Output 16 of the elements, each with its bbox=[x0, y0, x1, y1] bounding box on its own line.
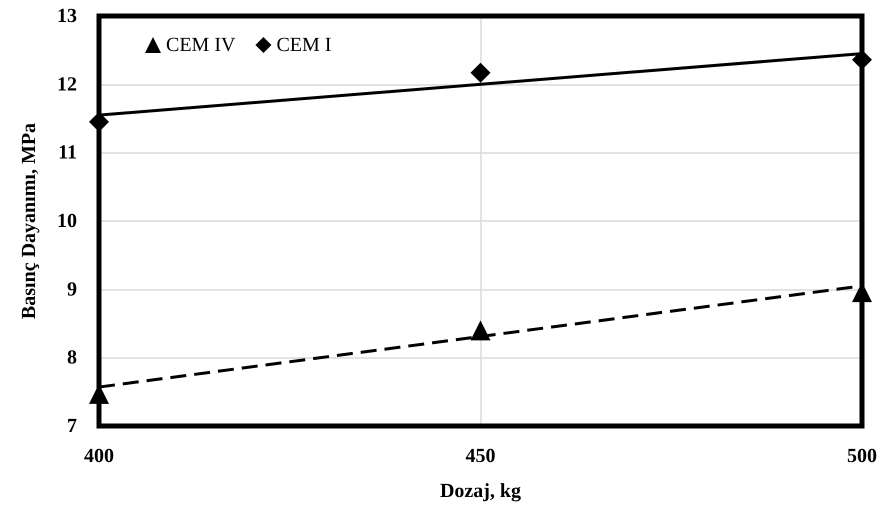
y-tick-label: 12 bbox=[57, 73, 77, 96]
y-tick-label: 10 bbox=[57, 210, 77, 232]
y-tick-label: 13 bbox=[57, 5, 77, 27]
x-tick-label: 500 bbox=[847, 445, 877, 467]
y-axis-title: Basınç Dayanımı, MPa bbox=[18, 122, 40, 320]
y-tick-label: 11 bbox=[58, 142, 77, 164]
x-axis-title: Dozaj, kg bbox=[440, 480, 522, 502]
legend-label: CEM IV bbox=[166, 34, 236, 56]
point bbox=[470, 62, 490, 83]
legend-label: CEM I bbox=[276, 34, 332, 56]
x-tick-label: 400 bbox=[84, 445, 114, 467]
y-tick-label: 7 bbox=[67, 415, 77, 437]
y-tick-label: 9 bbox=[67, 278, 77, 300]
point bbox=[470, 320, 490, 340]
x-tick-label: 450 bbox=[466, 445, 496, 467]
y-tick-label: 8 bbox=[67, 346, 77, 369]
